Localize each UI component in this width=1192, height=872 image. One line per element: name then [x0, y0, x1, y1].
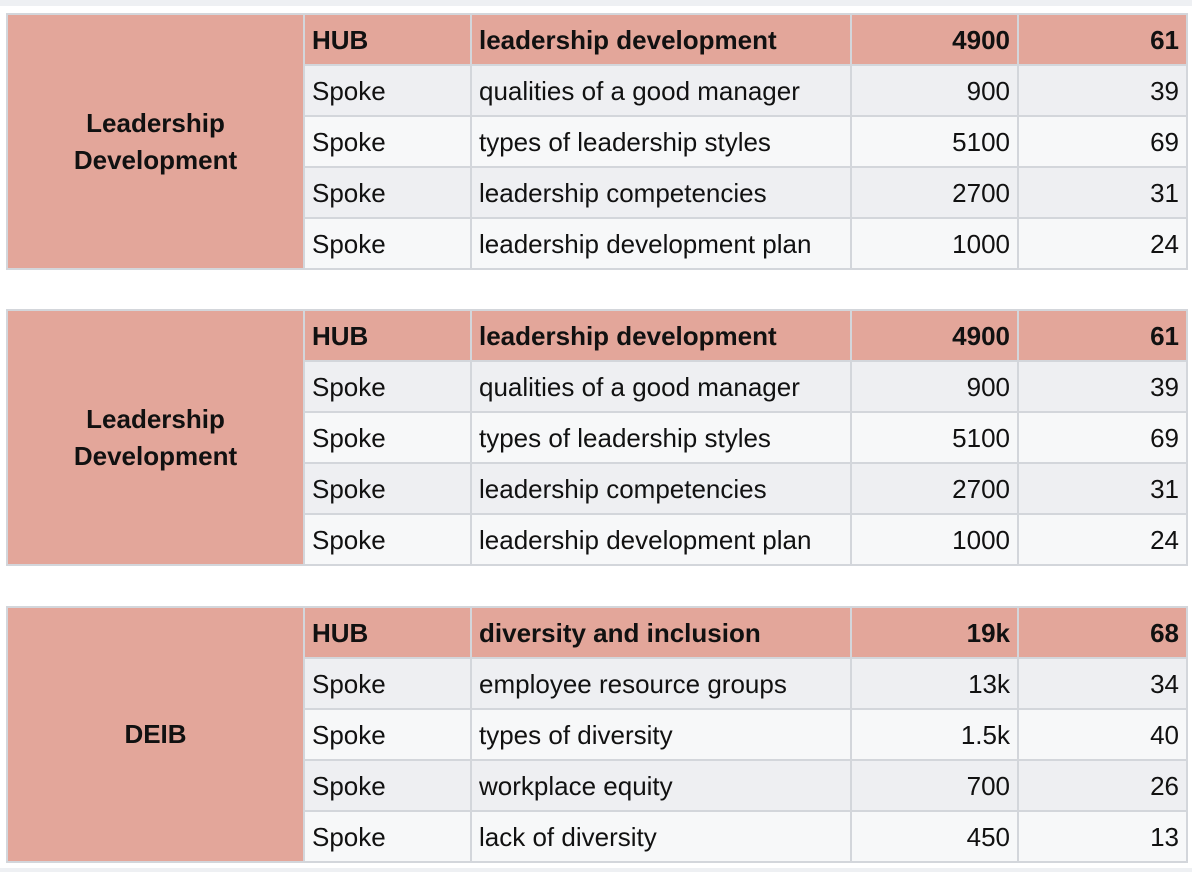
cluster-group-label: Leadership Development	[6, 309, 305, 566]
spoke-row: Spoke types of leadership styles 5100 69	[7, 411, 1188, 464]
row-type-cell: Spoke	[303, 462, 472, 515]
difficulty-cell: 61	[1017, 309, 1188, 362]
spoke-row: Spoke qualities of a good manager 900 39	[7, 360, 1188, 413]
row-type-cell: Spoke	[303, 810, 472, 863]
row-type-cell: Spoke	[303, 657, 472, 710]
volume-cell: 900	[850, 360, 1019, 413]
cluster-table-leadership-2: Leadership Development HUB leadership de…	[6, 309, 1188, 566]
cluster-group-label: Leadership Development	[6, 13, 305, 270]
keyword-cell: qualities of a good manager	[470, 360, 852, 413]
volume-cell: 1.5k	[850, 708, 1019, 761]
hub-row: Leadership Development HUB leadership de…	[6, 309, 1188, 566]
volume-cell: 1000	[850, 217, 1019, 270]
row-type-cell: Spoke	[303, 64, 472, 117]
volume-cell: 4900	[850, 309, 1019, 362]
volume-cell: 2700	[850, 462, 1019, 515]
volume-cell: 1000	[850, 513, 1019, 566]
keyword-cell: workplace equity	[470, 759, 852, 812]
hub-row: Leadership Development HUB leadership de…	[6, 13, 1188, 270]
volume-cell: 5100	[850, 115, 1019, 168]
difficulty-cell: 61	[1017, 13, 1188, 66]
keyword-cell: employee resource groups	[470, 657, 852, 710]
row-type-cell: Spoke	[303, 166, 472, 219]
spoke-row: Spoke qualities of a good manager 900 39	[7, 64, 1188, 117]
cluster-table-leadership-1: Leadership Development HUB leadership de…	[6, 13, 1188, 270]
volume-cell: 19k	[850, 606, 1019, 659]
keyword-cell: types of diversity	[470, 708, 852, 761]
difficulty-cell: 26	[1017, 759, 1188, 812]
cluster-group-label: DEIB	[6, 606, 305, 863]
difficulty-cell: 31	[1017, 166, 1188, 219]
difficulty-cell: 40	[1017, 708, 1188, 761]
cluster-table-deib: DEIB HUB diversity and inclusion 19k 68 …	[6, 606, 1188, 863]
volume-cell: 13k	[850, 657, 1019, 710]
row-type-cell: Spoke	[303, 360, 472, 413]
spoke-row: Spoke leadership development plan 1000 2…	[7, 217, 1188, 270]
keyword-cell: qualities of a good manager	[470, 64, 852, 117]
keyword-cell: leadership development plan	[470, 513, 852, 566]
difficulty-cell: 24	[1017, 513, 1188, 566]
keyword-cell: leadership competencies	[470, 166, 852, 219]
spoke-row: Spoke leadership development plan 1000 2…	[7, 513, 1188, 566]
volume-cell: 900	[850, 64, 1019, 117]
row-type-cell: Spoke	[303, 513, 472, 566]
volume-cell: 4900	[850, 13, 1019, 66]
row-type-cell: HUB	[303, 13, 472, 66]
difficulty-cell: 39	[1017, 360, 1188, 413]
difficulty-cell: 68	[1017, 606, 1188, 659]
row-type-cell: Spoke	[303, 759, 472, 812]
keyword-cell: types of leadership styles	[470, 115, 852, 168]
spoke-row: Spoke workplace equity 700 26	[7, 759, 1188, 812]
top-border	[0, 0, 1192, 6]
difficulty-cell: 13	[1017, 810, 1188, 863]
row-type-cell: Spoke	[303, 217, 472, 270]
volume-cell: 2700	[850, 166, 1019, 219]
keyword-cell: diversity and inclusion	[470, 606, 852, 659]
row-type-cell: HUB	[303, 606, 472, 659]
row-type-cell: Spoke	[303, 115, 472, 168]
difficulty-cell: 39	[1017, 64, 1188, 117]
difficulty-cell: 69	[1017, 411, 1188, 464]
difficulty-cell: 24	[1017, 217, 1188, 270]
spoke-row: Spoke types of leadership styles 5100 69	[7, 115, 1188, 168]
spoke-row: Spoke lack of diversity 450 13	[7, 810, 1188, 863]
difficulty-cell: 31	[1017, 462, 1188, 515]
keyword-cell: types of leadership styles	[470, 411, 852, 464]
volume-cell: 450	[850, 810, 1019, 863]
spoke-row: Spoke employee resource groups 13k 34	[7, 657, 1188, 710]
volume-cell: 5100	[850, 411, 1019, 464]
spoke-row: Spoke leadership competencies 2700 31	[7, 462, 1188, 515]
volume-cell: 700	[850, 759, 1019, 812]
keyword-cell: leadership development	[470, 13, 852, 66]
difficulty-cell: 69	[1017, 115, 1188, 168]
row-type-cell: Spoke	[303, 411, 472, 464]
row-type-cell: Spoke	[303, 708, 472, 761]
difficulty-cell: 34	[1017, 657, 1188, 710]
row-type-cell: HUB	[303, 309, 472, 362]
keyword-cell: leadership development	[470, 309, 852, 362]
spoke-row: Spoke leadership competencies 2700 31	[7, 166, 1188, 219]
bottom-border	[0, 868, 1192, 872]
hub-row: DEIB HUB diversity and inclusion 19k 68	[6, 606, 1188, 863]
keyword-cell: leadership competencies	[470, 462, 852, 515]
keyword-cell: leadership development plan	[470, 217, 852, 270]
spoke-row: Spoke types of diversity 1.5k 40	[7, 708, 1188, 761]
keyword-cell: lack of diversity	[470, 810, 852, 863]
